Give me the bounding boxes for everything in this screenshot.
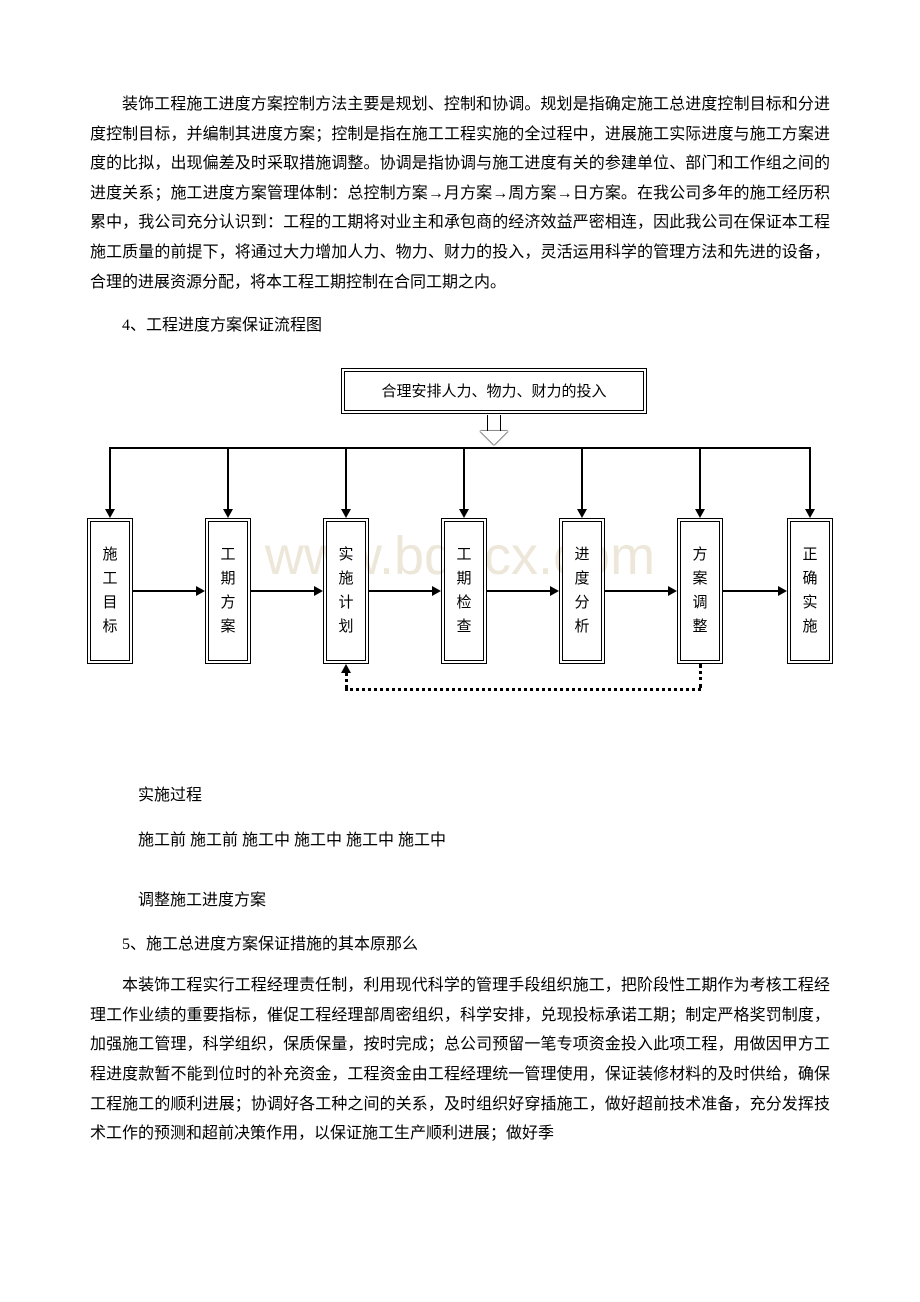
v-drop-5 [699, 447, 701, 511]
flow-node-0: 施工目标 [90, 521, 130, 661]
flow-node-6: 正确实施 [790, 521, 830, 661]
intro-paragraph: 装饰工程施工进度方案控制方法主要是规划、控制和协调。规划是指确定施工总进度控制目… [90, 90, 830, 297]
v-arrowhead-2 [341, 509, 351, 518]
flow-node-5: 方案调整 [680, 521, 720, 661]
heading-4: 4、工程进度方案保证流程图 [90, 311, 830, 341]
v-arrowhead-0 [105, 509, 115, 518]
principles-paragraph: 本装饰工程实行工程经理责任制，利用现代科学的管理手段组织施工，把阶段性工期作为考… [90, 971, 830, 1149]
phase-labels: 施工前 施工前 施工中 施工中 施工中 施工中 [138, 826, 830, 856]
h-connector-0 [133, 590, 196, 592]
feedback-arrowhead [341, 664, 351, 673]
h-arrowhead-3 [550, 586, 559, 596]
h-connector-5 [723, 590, 778, 592]
h-arrowhead-2 [432, 586, 441, 596]
horizontal-bus [110, 447, 810, 449]
feedback-across [345, 688, 701, 691]
v-drop-6 [809, 447, 811, 511]
h-connector-4 [605, 590, 668, 592]
flow-node-4: 进度分析 [562, 521, 602, 661]
h-connector-1 [251, 590, 314, 592]
flowchart: www.bdocx.com 合理安排人力、物力、财力的投入 施工目标工期方案实施… [90, 371, 830, 741]
flow-node-1: 工期方案 [208, 521, 248, 661]
v-drop-3 [463, 447, 465, 511]
v-arrowhead-4 [577, 509, 587, 518]
v-drop-1 [227, 447, 229, 511]
feedback-up [345, 673, 348, 688]
flow-top-box: 合理安排人力、物力、财力的投入 [344, 371, 644, 411]
v-arrowhead-3 [459, 509, 469, 518]
v-arrowhead-5 [695, 509, 705, 518]
v-arrowhead-1 [223, 509, 233, 518]
flowchart-container: www.bdocx.com 合理安排人力、物力、财力的投入 施工目标工期方案实施… [90, 371, 830, 741]
h-arrowhead-1 [314, 586, 323, 596]
h-arrowhead-4 [668, 586, 677, 596]
implementation-process-label: 实施过程 [138, 781, 830, 811]
v-drop-4 [581, 447, 583, 511]
h-arrowhead-5 [778, 586, 787, 596]
v-drop-2 [345, 447, 347, 511]
down-arrow [479, 415, 509, 447]
h-connector-3 [487, 590, 550, 592]
feedback-down [699, 664, 702, 688]
heading-5: 5、施工总进度方案保证措施的其本原那么 [90, 930, 830, 960]
h-arrowhead-0 [196, 586, 205, 596]
h-connector-2 [369, 590, 432, 592]
flow-node-2: 实施计划 [326, 521, 366, 661]
v-arrowhead-6 [805, 509, 815, 518]
flow-top-box-label: 合理安排人力、物力、财力的投入 [381, 380, 606, 401]
v-drop-0 [109, 447, 111, 511]
adjust-plan-label: 调整施工进度方案 [138, 886, 830, 916]
flow-node-3: 工期检查 [444, 521, 484, 661]
